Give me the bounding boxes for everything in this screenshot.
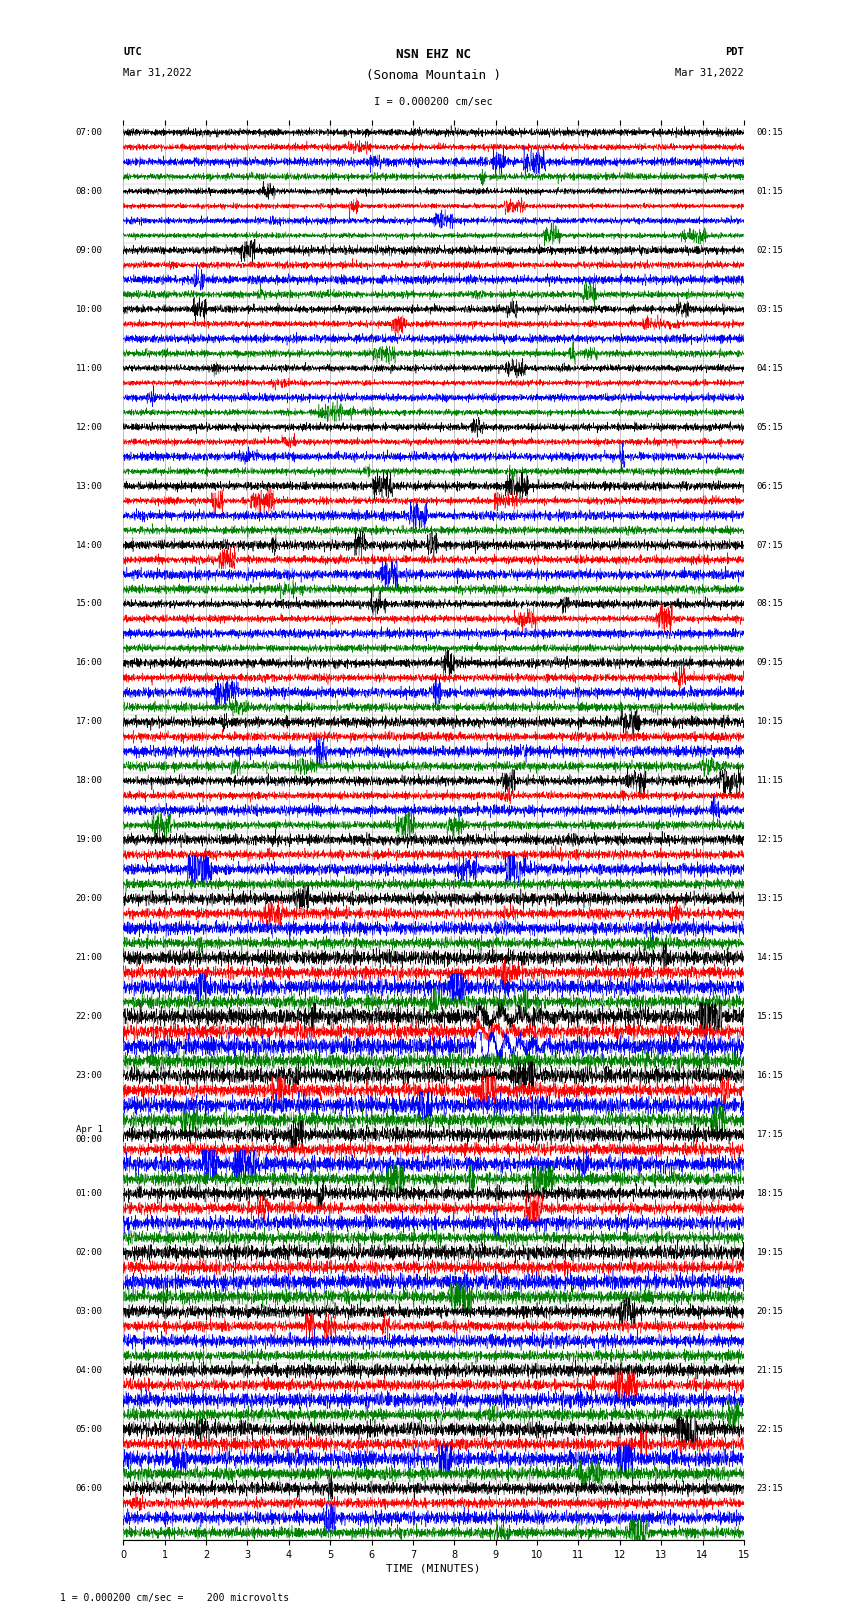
Text: 18:00: 18:00 <box>76 776 103 786</box>
Text: PDT: PDT <box>725 47 744 56</box>
Text: 08:00: 08:00 <box>76 187 103 195</box>
Text: 19:00: 19:00 <box>76 836 103 844</box>
Text: 15:00: 15:00 <box>76 600 103 608</box>
Text: 17:15: 17:15 <box>756 1131 783 1139</box>
Text: 04:15: 04:15 <box>756 363 783 373</box>
Text: 03:00: 03:00 <box>76 1307 103 1316</box>
Text: 11:00: 11:00 <box>76 363 103 373</box>
Text: 01:00: 01:00 <box>76 1189 103 1198</box>
Text: (Sonoma Mountain ): (Sonoma Mountain ) <box>366 69 502 82</box>
Text: 23:15: 23:15 <box>756 1484 783 1492</box>
Text: 20:00: 20:00 <box>76 894 103 903</box>
Text: 10:00: 10:00 <box>76 305 103 313</box>
Text: Mar 31,2022: Mar 31,2022 <box>123 68 192 79</box>
Text: 04:00: 04:00 <box>76 1366 103 1374</box>
Text: 19:15: 19:15 <box>756 1248 783 1257</box>
X-axis label: TIME (MINUTES): TIME (MINUTES) <box>387 1565 481 1574</box>
Text: 23:00: 23:00 <box>76 1071 103 1081</box>
Text: 11:15: 11:15 <box>756 776 783 786</box>
Text: 18:15: 18:15 <box>756 1189 783 1198</box>
Text: 12:00: 12:00 <box>76 423 103 432</box>
Text: 15:15: 15:15 <box>756 1013 783 1021</box>
Text: 22:15: 22:15 <box>756 1424 783 1434</box>
Text: 22:00: 22:00 <box>76 1013 103 1021</box>
Text: 09:00: 09:00 <box>76 245 103 255</box>
Text: I = 0.000200 cm/sec: I = 0.000200 cm/sec <box>374 97 493 106</box>
Text: 01:15: 01:15 <box>756 187 783 195</box>
Text: 02:00: 02:00 <box>76 1248 103 1257</box>
Text: 02:15: 02:15 <box>756 245 783 255</box>
Text: 07:00: 07:00 <box>76 127 103 137</box>
Text: 00:15: 00:15 <box>756 127 783 137</box>
Text: 16:15: 16:15 <box>756 1071 783 1081</box>
Text: 05:00: 05:00 <box>76 1424 103 1434</box>
Text: 06:00: 06:00 <box>76 1484 103 1492</box>
Text: 08:15: 08:15 <box>756 600 783 608</box>
Text: 09:15: 09:15 <box>756 658 783 668</box>
Text: 16:00: 16:00 <box>76 658 103 668</box>
Text: Mar 31,2022: Mar 31,2022 <box>675 68 744 79</box>
Text: 07:15: 07:15 <box>756 540 783 550</box>
Text: 05:15: 05:15 <box>756 423 783 432</box>
Text: 21:15: 21:15 <box>756 1366 783 1374</box>
Text: UTC: UTC <box>123 47 142 56</box>
Text: 12:15: 12:15 <box>756 836 783 844</box>
Text: 10:15: 10:15 <box>756 718 783 726</box>
Text: 03:15: 03:15 <box>756 305 783 313</box>
Text: 13:15: 13:15 <box>756 894 783 903</box>
Text: NSN EHZ NC: NSN EHZ NC <box>396 48 471 61</box>
Text: 20:15: 20:15 <box>756 1307 783 1316</box>
Text: 06:15: 06:15 <box>756 482 783 490</box>
Text: 21:00: 21:00 <box>76 953 103 963</box>
Text: 1 = 0.000200 cm/sec =    200 microvolts: 1 = 0.000200 cm/sec = 200 microvolts <box>60 1594 289 1603</box>
Text: 14:00: 14:00 <box>76 540 103 550</box>
Text: 14:15: 14:15 <box>756 953 783 963</box>
Text: 17:00: 17:00 <box>76 718 103 726</box>
Text: Apr 1
00:00: Apr 1 00:00 <box>76 1124 103 1144</box>
Text: 13:00: 13:00 <box>76 482 103 490</box>
